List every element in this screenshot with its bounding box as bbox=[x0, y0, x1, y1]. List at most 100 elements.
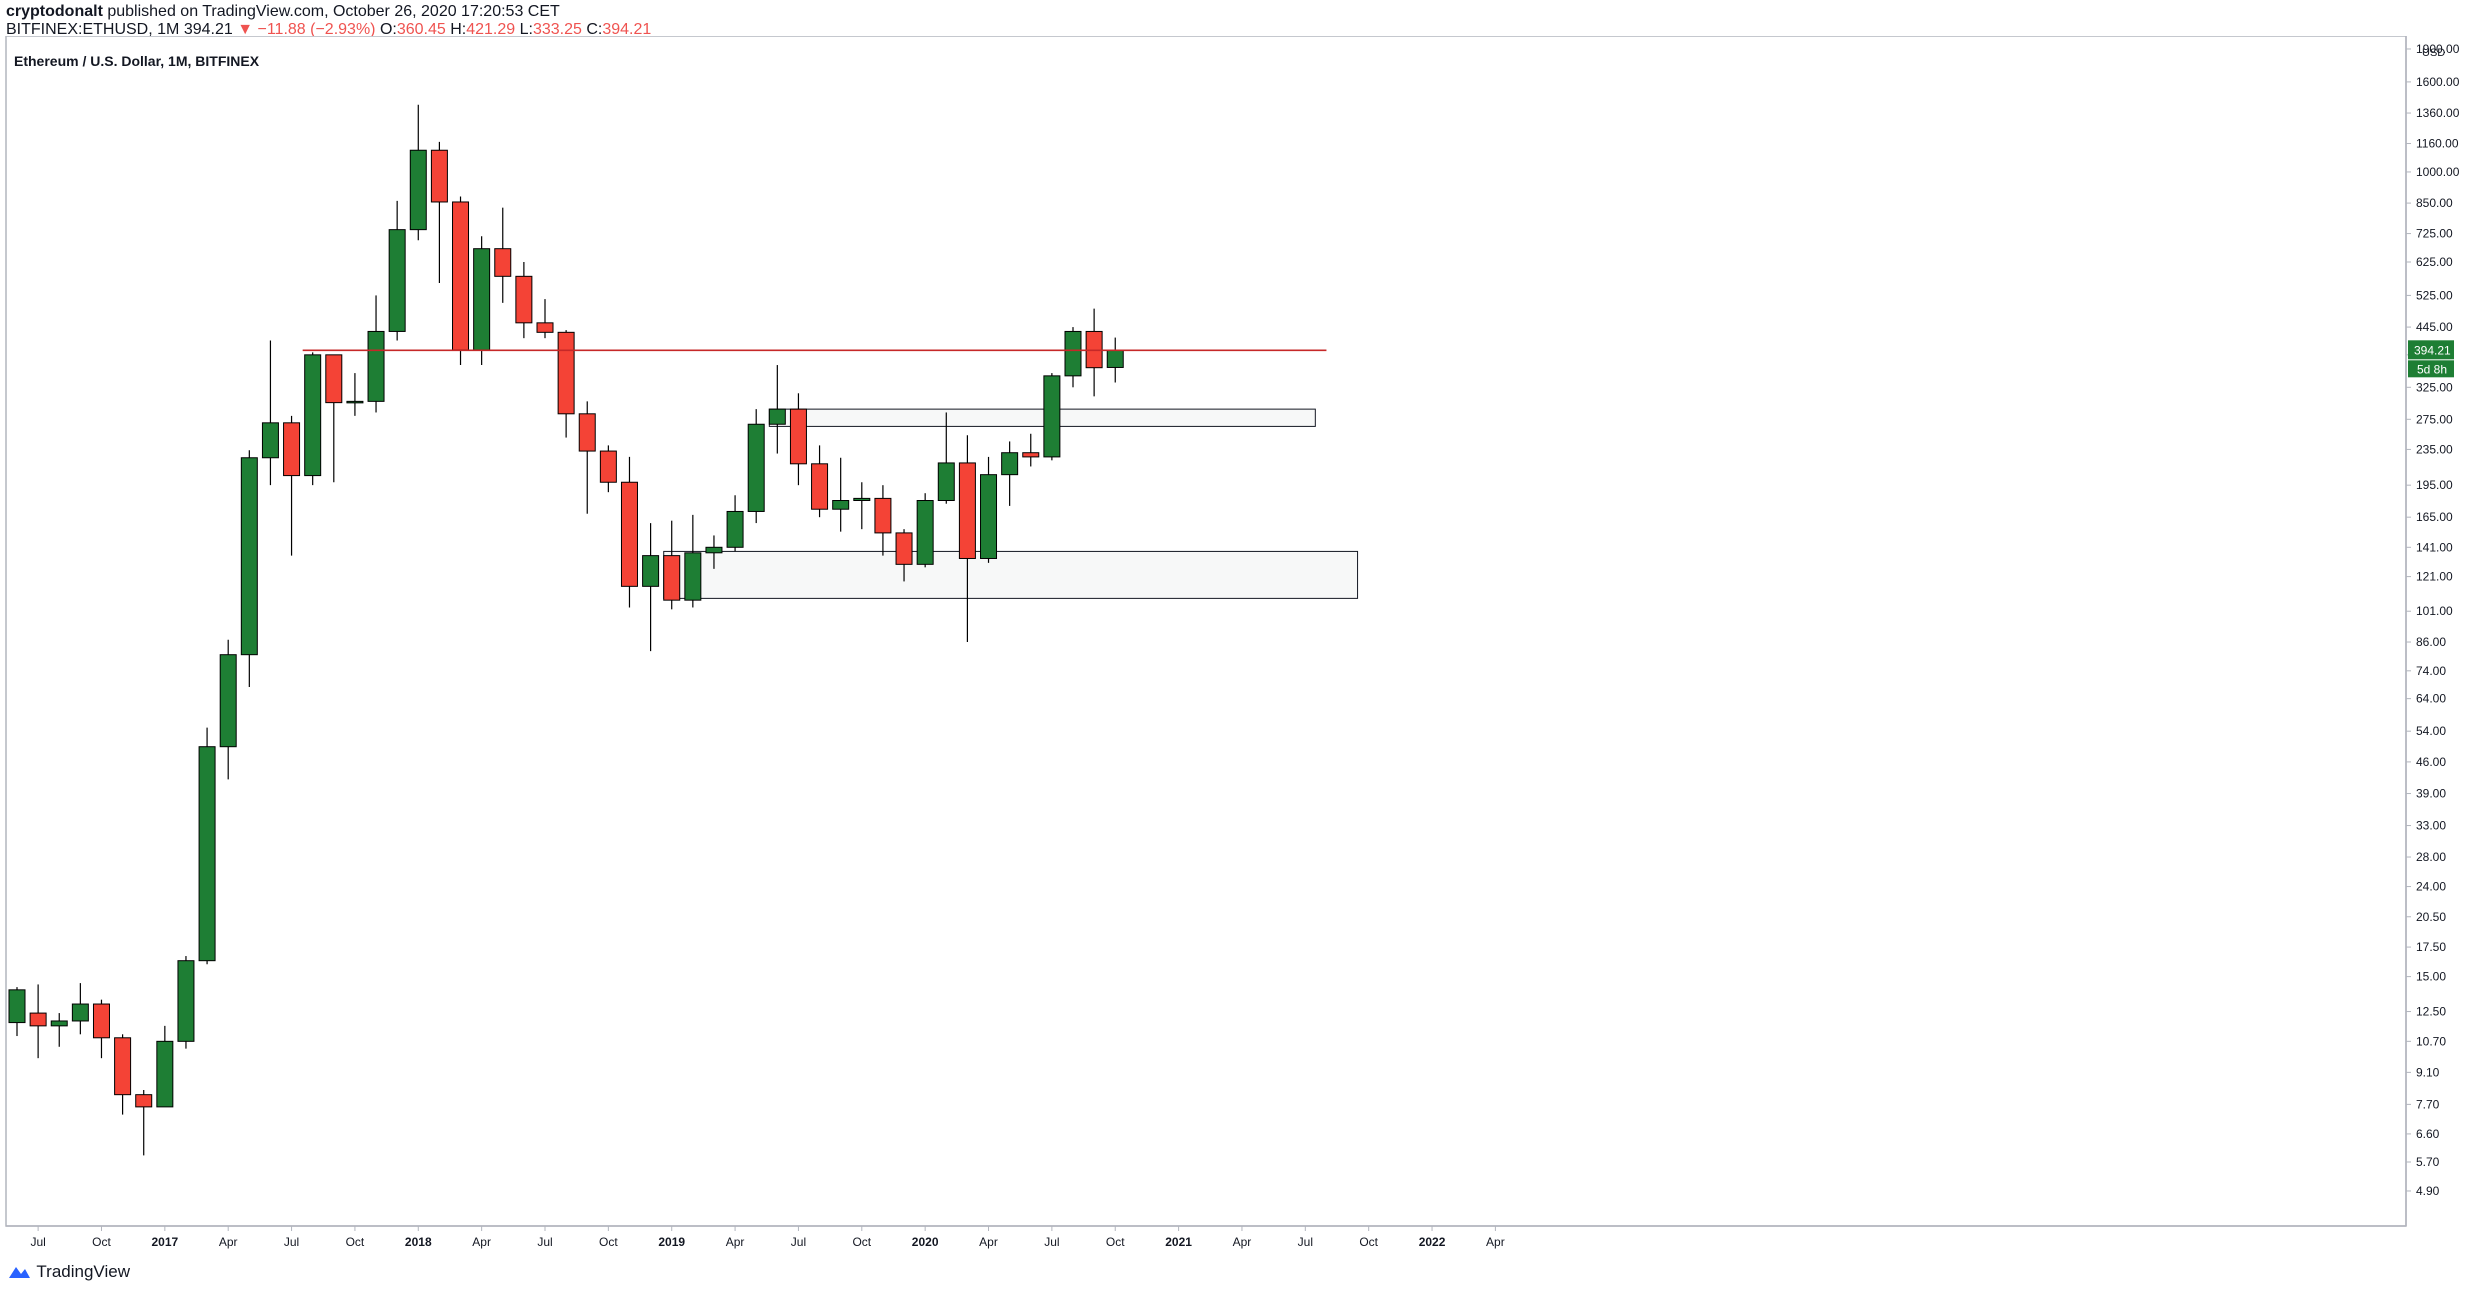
candle bbox=[409, 104, 427, 241]
time-tick-label: Jul bbox=[30, 1235, 45, 1249]
price-tick-label: 10.70 bbox=[2416, 1034, 2446, 1048]
candle-body bbox=[557, 331, 575, 415]
candle-body bbox=[198, 746, 216, 962]
time-tick-label: Jul bbox=[284, 1235, 299, 1249]
price-axis-unit: USD bbox=[2422, 47, 2445, 59]
high-label: H: bbox=[450, 21, 467, 38]
zone-rectangle bbox=[663, 550, 1359, 599]
candle-body bbox=[1022, 452, 1040, 458]
candle-body bbox=[1064, 330, 1082, 377]
candle-body bbox=[473, 248, 491, 351]
candle bbox=[895, 529, 913, 582]
candle bbox=[557, 330, 575, 438]
time-tick-label: 2019 bbox=[658, 1235, 685, 1249]
candle bbox=[240, 450, 258, 688]
candle-body bbox=[980, 474, 998, 559]
candle-body bbox=[663, 555, 681, 601]
candle-body bbox=[768, 408, 786, 425]
candle bbox=[114, 1034, 132, 1115]
candle bbox=[832, 457, 850, 532]
candle-body bbox=[50, 1020, 68, 1027]
candle bbox=[473, 236, 491, 366]
candle bbox=[958, 435, 976, 643]
candle bbox=[219, 639, 237, 780]
candle bbox=[367, 295, 385, 413]
candle bbox=[599, 445, 617, 493]
candle bbox=[1001, 441, 1019, 506]
candle bbox=[198, 727, 216, 965]
candle bbox=[177, 956, 195, 1049]
candle bbox=[304, 352, 322, 486]
close-label: C: bbox=[586, 21, 603, 38]
price-tick-label: 1900.00 bbox=[2416, 42, 2460, 56]
price-axis[interactable]: 4.90 5.70 6.60 7.70 9.10 10.70 12.50 15.00 17.50… bbox=[2406, 42, 2460, 1198]
time-tick-label: Jul bbox=[1044, 1235, 1059, 1249]
candle-body bbox=[346, 400, 364, 404]
time-tick-label: 2022 bbox=[1419, 1235, 1446, 1249]
candle-body bbox=[71, 1003, 89, 1022]
candle bbox=[388, 200, 406, 341]
candle-body bbox=[219, 654, 237, 748]
author-name[interactable]: cryptodonalt bbox=[6, 3, 103, 20]
price-chart[interactable]: Ethereum / U.S. Dollar, 1M, BITFINEX 4.9… bbox=[0, 36, 2468, 1298]
candle bbox=[768, 365, 786, 454]
time-tick-label: Jul bbox=[791, 1235, 806, 1249]
candle bbox=[71, 983, 89, 1035]
candle bbox=[642, 523, 660, 652]
candle-body bbox=[177, 960, 195, 1042]
price-tick-label: 33.00 bbox=[2416, 819, 2446, 833]
tradingview-logo[interactable]: TradingView bbox=[6, 1262, 130, 1282]
price-tick-label: 1600.00 bbox=[2416, 75, 2460, 89]
candle-body bbox=[240, 457, 258, 656]
time-tick-label: Oct bbox=[92, 1235, 111, 1249]
open-label: O: bbox=[379, 21, 397, 38]
price-tick-label: 195.00 bbox=[2416, 478, 2453, 492]
candle-body bbox=[874, 497, 892, 534]
candle-body bbox=[1001, 452, 1019, 476]
time-tick-label: 2020 bbox=[912, 1235, 939, 1249]
high-value: 421.29 bbox=[466, 21, 516, 38]
candle-body bbox=[430, 149, 448, 203]
candle-body bbox=[789, 408, 807, 465]
chart-title: Ethereum / U.S. Dollar, 1M, BITFINEX bbox=[14, 53, 260, 69]
price-tick-label: 17.50 bbox=[2416, 940, 2446, 954]
symbol-info: BITFINEX:ETHUSD, 1M 394.21 ▼ −11.88 (−2.… bbox=[6, 21, 651, 39]
candle-body bbox=[388, 229, 406, 332]
time-tick-label: Apr bbox=[979, 1235, 998, 1249]
price-tick-label: 5.70 bbox=[2416, 1155, 2440, 1169]
candle bbox=[1022, 433, 1040, 467]
price-tick-label: 4.90 bbox=[2416, 1184, 2440, 1198]
low-value: 333.25 bbox=[532, 21, 582, 38]
price-tick-label: 275.00 bbox=[2416, 412, 2453, 426]
candle bbox=[620, 456, 638, 608]
candle-body bbox=[261, 422, 279, 459]
candle-body bbox=[135, 1094, 153, 1108]
candle bbox=[494, 207, 512, 303]
candle-body bbox=[536, 322, 554, 333]
time-tick-label: Jul bbox=[537, 1235, 552, 1249]
publish-info: cryptodonalt published on TradingView.co… bbox=[6, 3, 560, 21]
time-tick-label: Apr bbox=[472, 1235, 491, 1249]
candle-body bbox=[1106, 349, 1124, 368]
candle-body bbox=[283, 422, 301, 477]
low-label: L: bbox=[519, 21, 533, 38]
candle bbox=[853, 482, 871, 530]
time-tick-label: 2017 bbox=[151, 1235, 178, 1249]
time-axis[interactable]: Jul Oct 2017 Apr Jul Oct 2018 Apr Jul Oct 2019 Apr J… bbox=[30, 1226, 1505, 1249]
candle-body bbox=[156, 1040, 174, 1108]
candle bbox=[135, 1089, 153, 1156]
zones-layer bbox=[663, 408, 1359, 599]
price-tick-label: 725.00 bbox=[2416, 227, 2453, 241]
candle bbox=[430, 141, 448, 284]
candle-body bbox=[642, 555, 660, 587]
candle bbox=[452, 196, 470, 366]
candle bbox=[156, 1025, 174, 1108]
candle-body bbox=[8, 989, 26, 1024]
symbol-text: BITFINEX:ETHUSD, 1M bbox=[6, 21, 180, 38]
candle-body bbox=[578, 413, 596, 452]
candle-body bbox=[92, 1003, 110, 1039]
candle-body bbox=[1043, 375, 1061, 458]
price-tick-label: 121.00 bbox=[2416, 570, 2453, 584]
candle-body bbox=[620, 481, 638, 587]
price-tick-label: 101.00 bbox=[2416, 604, 2453, 618]
